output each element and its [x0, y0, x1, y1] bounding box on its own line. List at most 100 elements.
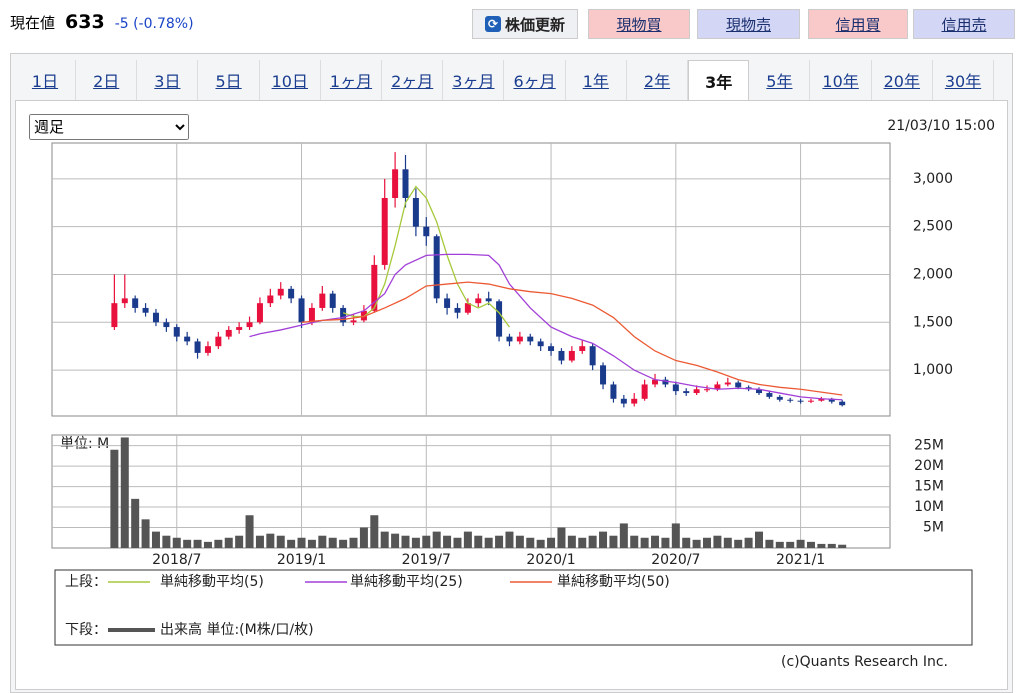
- volume-bar: [557, 527, 566, 548]
- period-tab[interactable]: 1年: [566, 60, 627, 100]
- candle-body: [807, 400, 814, 402]
- volume-unit: 単位: M: [60, 436, 109, 452]
- volume-bar: [276, 535, 285, 548]
- volume-bar: [651, 535, 660, 548]
- volume-bar: [578, 537, 587, 548]
- candle-body: [516, 336, 523, 342]
- period-tab[interactable]: 10年: [811, 60, 872, 100]
- volume-bar: [765, 539, 774, 548]
- legend-label: 単純移動平均(50): [557, 574, 670, 590]
- timestamp: 21/03/10 15:00: [887, 118, 995, 134]
- candle-body: [194, 341, 201, 353]
- candle-body: [652, 379, 659, 385]
- volume-bar: [432, 531, 441, 548]
- y-tick-label: 5M: [923, 520, 944, 536]
- volume-bar: [547, 537, 556, 548]
- volume-bar: [536, 539, 545, 548]
- volume-bar: [661, 537, 670, 548]
- candle-body: [392, 169, 399, 198]
- volume-bar: [318, 535, 327, 548]
- price-change: -5 (-0.78%): [114, 16, 194, 32]
- candle-body: [350, 320, 357, 323]
- candle-body: [589, 346, 596, 366]
- period-tab[interactable]: 3日: [137, 60, 199, 100]
- candle-body: [423, 226, 430, 237]
- candle-body: [755, 389, 762, 394]
- period-tab[interactable]: 2日: [76, 60, 138, 100]
- candle-body: [662, 379, 669, 385]
- y-tick-label: 1,000: [913, 362, 953, 378]
- period-tab[interactable]: 1日: [15, 60, 76, 100]
- period-tab[interactable]: 2年: [627, 60, 688, 100]
- volume-bar: [131, 498, 140, 548]
- candle-body: [184, 336, 191, 342]
- candle-body: [215, 336, 222, 347]
- candle-body: [776, 396, 783, 400]
- period-tab[interactable]: 3ヶ月: [443, 60, 505, 100]
- legend-lower-label: 下段：: [65, 622, 107, 638]
- volume-bar: [463, 531, 472, 548]
- price-frame: [51, 142, 891, 417]
- candle-body: [485, 298, 492, 302]
- volume-bar: [391, 533, 400, 548]
- period-tab[interactable]: 20年: [872, 60, 933, 100]
- period-tab[interactable]: 3年: [688, 60, 750, 100]
- volume-bar: [422, 535, 431, 548]
- period-tab[interactable]: 2ヶ月: [382, 60, 444, 100]
- volume-bar: [193, 539, 202, 548]
- volume-bar: [453, 537, 462, 548]
- candle-body: [735, 382, 742, 388]
- candle-body: [111, 303, 118, 328]
- x-tick-label: 2021/1: [776, 552, 825, 568]
- candle-body: [402, 169, 409, 198]
- period-tab[interactable]: 5日: [199, 60, 260, 100]
- period-tab[interactable]: 1ヶ月: [321, 60, 382, 100]
- period-tab[interactable]: 6ヶ月: [505, 60, 566, 100]
- candle-body: [537, 341, 544, 347]
- candle-body: [288, 288, 295, 299]
- candle-body: [173, 327, 180, 337]
- candle-body: [298, 298, 305, 323]
- candle-body: [464, 303, 471, 313]
- candle-body: [600, 365, 607, 385]
- candle-body: [527, 336, 534, 342]
- y-tick-label: 15M: [914, 479, 944, 495]
- trade-button[interactable]: 信用売: [913, 9, 1015, 39]
- candle-body: [579, 346, 586, 351]
- interval-select[interactable]: 週足: [29, 114, 189, 140]
- candle-body: [641, 384, 648, 399]
- refresh-button[interactable]: ⟳ 株価更新: [472, 9, 578, 39]
- volume-bar: [224, 537, 233, 548]
- volume-bar: [754, 531, 763, 548]
- candle-body: [475, 298, 482, 304]
- candle-body: [797, 400, 804, 402]
- y-tick-label: 2,000: [913, 266, 953, 282]
- candle-body: [693, 389, 700, 394]
- candle-body: [620, 398, 627, 404]
- volume-bar: [796, 539, 805, 548]
- volume-bar: [640, 537, 649, 548]
- trade-button[interactable]: 現物買: [588, 9, 690, 39]
- refresh-label: 株価更新: [504, 15, 565, 34]
- refresh-icon: ⟳: [484, 16, 501, 32]
- trade-button[interactable]: 現物売: [697, 9, 800, 39]
- candle-body: [496, 301, 503, 337]
- volume-bar: [307, 539, 316, 548]
- volume-bar: [141, 519, 150, 548]
- volume-bar: [630, 535, 639, 548]
- volume-bar: [692, 539, 701, 548]
- candle-body: [329, 293, 336, 308]
- x-tick-label: 2018/7: [152, 552, 201, 568]
- candle-body: [163, 322, 170, 328]
- candle-body: [381, 197, 388, 265]
- period-tab[interactable]: 30年: [933, 60, 994, 100]
- candle-body: [610, 384, 617, 399]
- trade-button[interactable]: 信用買: [808, 9, 908, 39]
- volume-bar: [401, 535, 410, 548]
- x-tick-label: 2020/7: [651, 552, 700, 568]
- volume-bar: [671, 523, 680, 548]
- candle-body: [340, 307, 347, 323]
- period-tab[interactable]: 5年: [749, 60, 811, 100]
- period-tab[interactable]: 10日: [260, 60, 321, 100]
